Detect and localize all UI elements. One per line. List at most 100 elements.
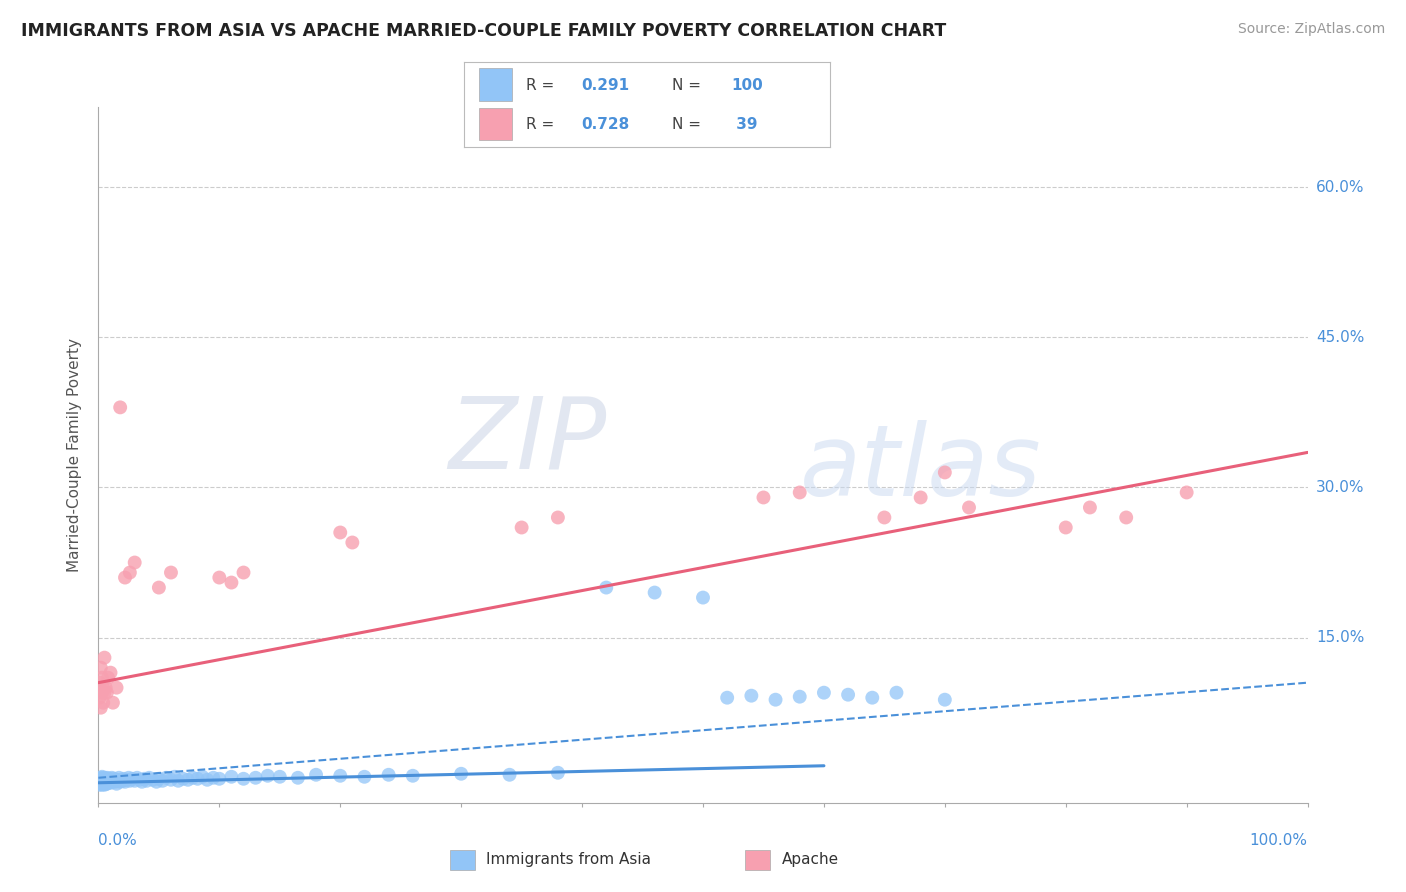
Point bbox=[90, 771, 112, 785]
Point bbox=[160, 566, 183, 580]
Point bbox=[90, 660, 112, 674]
Point bbox=[121, 772, 143, 786]
Point bbox=[221, 575, 243, 590]
Point bbox=[91, 770, 114, 784]
Point bbox=[107, 773, 129, 788]
Point bbox=[91, 772, 114, 786]
Point bbox=[111, 773, 134, 788]
Point bbox=[94, 681, 117, 695]
Point bbox=[1054, 520, 1077, 534]
Point bbox=[181, 771, 204, 785]
Point bbox=[89, 778, 111, 792]
Point bbox=[108, 401, 131, 415]
Point bbox=[89, 776, 111, 790]
Point bbox=[91, 671, 114, 685]
Point bbox=[104, 774, 127, 789]
Text: 45.0%: 45.0% bbox=[1316, 330, 1364, 345]
Text: 0.728: 0.728 bbox=[581, 117, 630, 132]
Point bbox=[142, 772, 165, 787]
Point bbox=[208, 570, 231, 584]
Point bbox=[377, 768, 399, 782]
Point bbox=[91, 778, 114, 792]
Point bbox=[934, 466, 956, 480]
Point bbox=[187, 772, 209, 786]
Point bbox=[93, 686, 115, 700]
Text: N =: N = bbox=[672, 78, 706, 93]
Text: R =: R = bbox=[526, 117, 560, 132]
Point bbox=[163, 770, 186, 784]
Point bbox=[135, 773, 157, 788]
Point bbox=[510, 520, 533, 534]
Point bbox=[353, 770, 375, 784]
Point bbox=[124, 556, 146, 570]
Point bbox=[342, 535, 364, 549]
Point bbox=[108, 774, 131, 789]
Point bbox=[105, 772, 128, 787]
Point bbox=[245, 771, 267, 785]
Point bbox=[91, 777, 114, 791]
Point bbox=[93, 778, 115, 792]
Text: 100.0%: 100.0% bbox=[1250, 833, 1308, 848]
Point bbox=[91, 773, 114, 788]
Point bbox=[789, 690, 811, 704]
Point bbox=[101, 696, 124, 710]
Point bbox=[1078, 500, 1101, 515]
Point bbox=[873, 510, 896, 524]
Point bbox=[886, 686, 908, 700]
Point bbox=[957, 500, 980, 515]
Point bbox=[269, 770, 291, 784]
Point bbox=[716, 690, 738, 705]
Y-axis label: Married-Couple Family Poverty: Married-Couple Family Poverty bbox=[67, 338, 83, 572]
Point bbox=[108, 771, 131, 785]
Point bbox=[93, 774, 115, 789]
Point bbox=[127, 771, 149, 785]
Point bbox=[547, 510, 569, 524]
Text: IMMIGRANTS FROM ASIA VS APACHE MARRIED-COUPLE FAMILY POVERTY CORRELATION CHART: IMMIGRANTS FROM ASIA VS APACHE MARRIED-C… bbox=[21, 22, 946, 40]
Point bbox=[202, 771, 225, 785]
Point bbox=[329, 525, 352, 540]
Point bbox=[498, 768, 520, 782]
Point bbox=[96, 686, 118, 700]
Point bbox=[118, 773, 141, 788]
Point bbox=[232, 566, 254, 580]
Point bbox=[96, 777, 118, 791]
Point bbox=[595, 581, 617, 595]
Point bbox=[93, 772, 115, 787]
Point bbox=[94, 772, 117, 786]
Point bbox=[93, 650, 115, 665]
Point bbox=[91, 696, 114, 710]
Point bbox=[103, 772, 125, 786]
Point bbox=[124, 773, 146, 788]
Point bbox=[97, 776, 120, 790]
Point bbox=[114, 570, 136, 584]
Point bbox=[100, 776, 122, 790]
Point bbox=[128, 772, 150, 787]
Point bbox=[232, 772, 254, 786]
Point bbox=[256, 769, 278, 783]
Point bbox=[91, 774, 114, 789]
Point bbox=[90, 700, 112, 714]
Point bbox=[96, 773, 118, 788]
Point bbox=[98, 772, 121, 786]
Point bbox=[98, 774, 121, 789]
Point bbox=[152, 773, 174, 788]
Point bbox=[752, 491, 775, 505]
Point bbox=[1175, 485, 1198, 500]
Text: Source: ZipAtlas.com: Source: ZipAtlas.com bbox=[1237, 22, 1385, 37]
Point bbox=[118, 566, 141, 580]
Point bbox=[221, 770, 243, 784]
Point bbox=[172, 772, 194, 786]
Point bbox=[148, 581, 170, 595]
Bar bbox=[478, 108, 512, 140]
Point bbox=[305, 768, 328, 782]
Point bbox=[191, 770, 214, 784]
Point bbox=[100, 665, 122, 680]
Point bbox=[100, 774, 122, 789]
Point bbox=[740, 689, 762, 703]
Text: Apache: Apache bbox=[782, 853, 839, 867]
Point bbox=[90, 773, 112, 788]
Point bbox=[105, 777, 128, 791]
Point bbox=[93, 771, 115, 785]
Point bbox=[644, 585, 666, 599]
Point bbox=[91, 681, 114, 695]
